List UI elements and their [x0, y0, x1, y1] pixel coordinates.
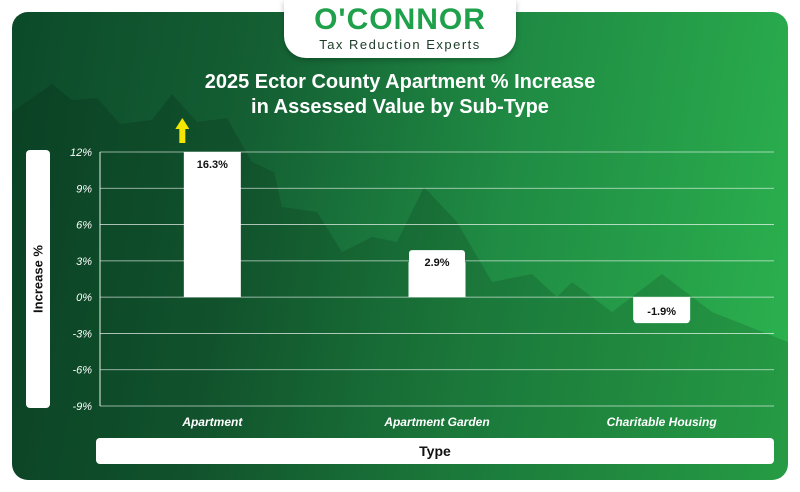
brand-tagline: Tax Reduction Experts — [319, 37, 481, 52]
bars: 16.3% 2.9% -1.9% — [175, 118, 691, 324]
arrow-up-icon — [175, 118, 190, 143]
y-tick-label: -9% — [72, 401, 92, 413]
chart-title: 2025 Ector County Apartment % Increase i… — [12, 70, 788, 120]
brand-name: O'CONNOR — [314, 3, 486, 36]
y-tick-label: -3% — [72, 328, 92, 340]
category-labels: Apartment Apartment Garden Charitable Hous… — [181, 415, 717, 429]
data-label-box — [633, 299, 690, 324]
x-tick-label: Charitable Housing — [607, 415, 718, 429]
data-label: 16.3% — [197, 159, 228, 171]
chart-title-line-1: 2025 Ector County Apartment % Increase — [204, 71, 596, 93]
y-tick-label: 6% — [76, 220, 92, 232]
data-label: 2.9% — [424, 257, 449, 269]
brand-logo: O'CONNOR Tax Reduction Experts — [284, 0, 516, 58]
y-axis-label-box — [26, 150, 50, 408]
y-tick-label: 0% — [76, 292, 92, 304]
y-tick-label: 12% — [70, 147, 92, 159]
data-label: -1.9% — [647, 306, 676, 318]
y-tick-label: -6% — [72, 365, 92, 377]
y-tick-label: 9% — [76, 183, 92, 195]
y-tick-labels: 12% 9% 6% 3% 0% -3% -6% -9% — [70, 147, 92, 413]
y-tick-label: 3% — [76, 256, 92, 268]
x-tick-label: Apartment — [181, 415, 243, 429]
chart-title-line-2: in Assessed Value by Sub-Type — [251, 96, 549, 118]
x-axis-label-box: Type — [96, 438, 774, 464]
data-label-box — [409, 250, 465, 275]
bar — [183, 152, 241, 298]
x-axis-label: Type — [419, 443, 451, 459]
data-label-box — [184, 152, 241, 176]
x-tick-label: Apartment Garden — [383, 415, 489, 429]
